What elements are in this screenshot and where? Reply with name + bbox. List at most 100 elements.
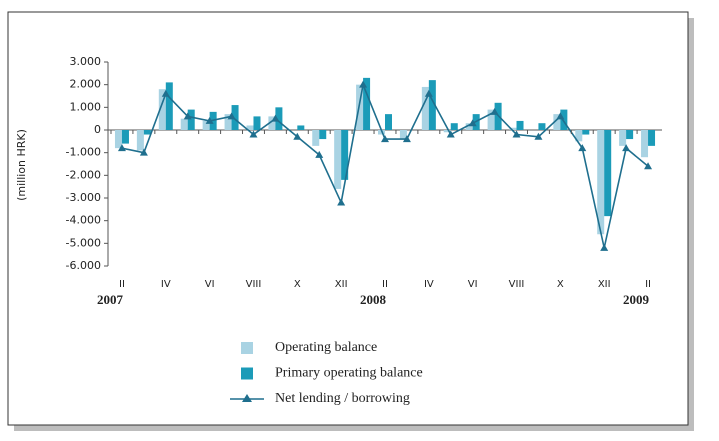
line-marker xyxy=(490,107,499,115)
bar xyxy=(231,105,239,130)
bar xyxy=(143,130,151,135)
bar xyxy=(334,130,342,189)
bar xyxy=(560,109,568,130)
line-marker xyxy=(622,144,631,152)
bar xyxy=(114,130,122,149)
bar xyxy=(648,130,656,146)
legend-swatch xyxy=(241,367,253,380)
line-marker xyxy=(183,112,192,120)
line-marker xyxy=(161,89,170,97)
line-marker xyxy=(644,162,653,170)
bar xyxy=(428,80,436,130)
y-tick-label: -2.000 xyxy=(66,168,101,181)
line-marker xyxy=(315,150,324,158)
bar xyxy=(509,127,517,130)
bar xyxy=(224,114,232,130)
year-label: 2007 xyxy=(97,292,124,307)
bar xyxy=(319,130,327,140)
bar xyxy=(165,82,173,130)
bar xyxy=(443,130,451,133)
year-label: 2008 xyxy=(360,292,387,307)
legend-label: Operating balance xyxy=(275,340,377,355)
line-marker xyxy=(381,135,389,143)
bar xyxy=(253,116,261,130)
bar xyxy=(399,130,407,140)
bar xyxy=(582,130,590,135)
x-tick-label: II xyxy=(119,279,125,290)
line-marker xyxy=(556,112,565,120)
bar xyxy=(575,130,583,142)
bar xyxy=(450,123,458,130)
bar xyxy=(553,114,561,130)
x-tick-label: II xyxy=(382,279,388,290)
bar xyxy=(180,118,188,130)
legend-swatch xyxy=(242,394,252,402)
y-tick-label: -1.000 xyxy=(66,146,101,159)
bar xyxy=(619,130,627,146)
bar xyxy=(268,116,276,130)
year-label: 2009 xyxy=(623,292,650,307)
y-tick-label: 1.000 xyxy=(70,100,102,113)
x-tick-label: X xyxy=(557,279,564,290)
x-tick-label: XII xyxy=(598,279,611,290)
line-marker xyxy=(249,130,258,138)
x-tick-label: IV xyxy=(161,279,171,290)
line-marker xyxy=(534,132,543,140)
bar xyxy=(626,130,634,140)
bar xyxy=(597,130,605,235)
legend-label: Net lending / borrowing xyxy=(275,391,410,406)
y-tick-label: -5.000 xyxy=(66,236,101,249)
line-marker xyxy=(512,130,521,138)
bar xyxy=(421,86,429,130)
bar xyxy=(604,130,612,217)
bar xyxy=(275,107,283,130)
frame xyxy=(7,11,689,426)
x-tick-label: XII xyxy=(335,279,348,290)
line-marker xyxy=(359,80,368,88)
line-marker xyxy=(205,116,214,124)
line-marker xyxy=(337,198,346,206)
line-marker xyxy=(402,135,411,143)
bar xyxy=(297,125,305,130)
x-tick-label: VIII xyxy=(509,279,525,290)
bar xyxy=(487,109,495,130)
line-marker xyxy=(578,144,587,152)
x-tick-label: VIII xyxy=(246,279,262,290)
bar xyxy=(312,130,320,146)
line-marker xyxy=(271,114,280,122)
bar xyxy=(641,130,649,158)
y-tick-label: -4.000 xyxy=(66,214,101,227)
y-tick-label: 0 xyxy=(94,123,101,136)
line-marker xyxy=(468,119,477,127)
bar xyxy=(246,125,254,130)
legend-label: Primary operating balance xyxy=(275,366,423,381)
bar xyxy=(158,89,166,130)
bar xyxy=(465,123,473,130)
x-tick-label: VI xyxy=(205,279,215,290)
legend-swatch xyxy=(241,342,253,354)
line-marker xyxy=(424,89,433,97)
bar xyxy=(341,130,349,180)
x-tick-label: IV xyxy=(424,279,434,290)
bar xyxy=(363,77,371,130)
line-marker xyxy=(600,243,609,251)
line-marker xyxy=(139,148,148,156)
y-tick-label: 2.000 xyxy=(70,78,102,91)
bar xyxy=(516,120,524,130)
line-marker xyxy=(117,144,126,152)
x-tick-label: X xyxy=(294,279,301,290)
bar xyxy=(385,114,392,130)
line-marker xyxy=(293,132,302,140)
bar xyxy=(187,109,195,130)
x-tick-label: VI xyxy=(468,279,478,290)
line-marker xyxy=(446,130,455,138)
bar xyxy=(121,130,129,144)
bar xyxy=(136,130,144,151)
y-tick-label: 3.000 xyxy=(70,55,102,68)
y-tick-label: -6.000 xyxy=(66,259,101,272)
y-axis-label: (million HRK) xyxy=(15,129,28,201)
x-tick-label: II xyxy=(645,279,651,290)
bar xyxy=(538,123,546,130)
bar xyxy=(202,120,210,130)
